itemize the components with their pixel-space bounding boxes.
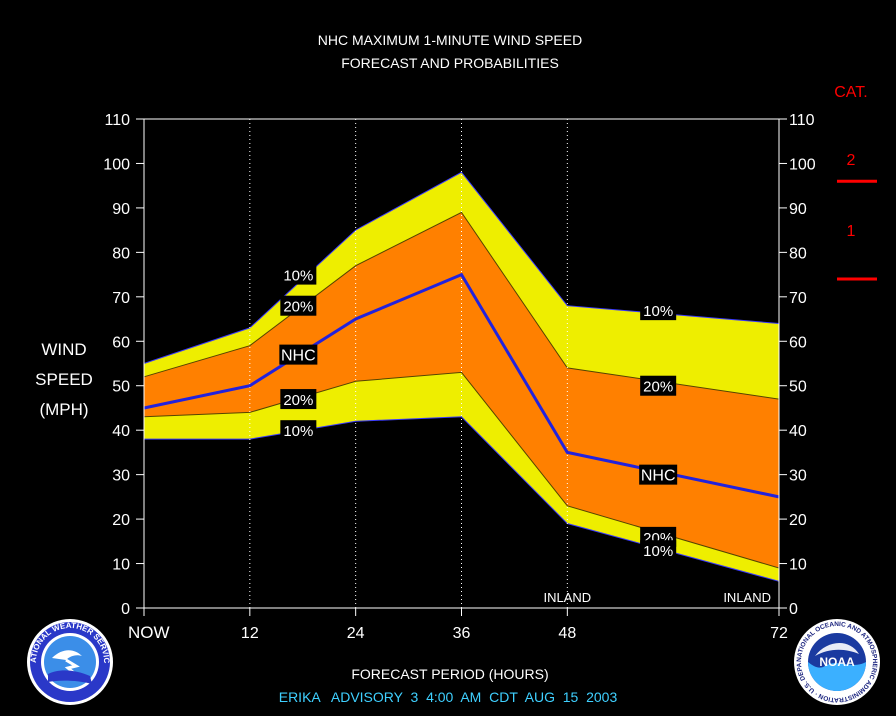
ytick-label-right-0: 0 <box>789 601 798 618</box>
series-label-box-1 <box>280 295 317 316</box>
ytick-label-left-70: 70 <box>112 290 130 307</box>
ytick-label-right-50: 50 <box>789 379 807 396</box>
series-label-box-6 <box>640 375 677 396</box>
series-label-box-9 <box>640 540 677 561</box>
series-label-box-5 <box>640 300 677 321</box>
xtick-label-24: 24 <box>347 625 365 642</box>
series-label-7: NHC <box>641 468 676 485</box>
ytick-label-left-50: 50 <box>112 379 130 396</box>
series-nhc-line <box>143 272 780 499</box>
series-10pct-upper-edge <box>143 171 780 364</box>
series-10pct-lower-edge <box>144 416 780 582</box>
band-20pct-inner <box>144 212 779 568</box>
chart-title-line2: FORECAST AND PROBABILITIES <box>341 55 559 71</box>
series-20pct-lower-edge <box>143 371 780 569</box>
y-axis-label-line3: (MPH) <box>39 400 88 419</box>
y-axis-label-line1: WIND <box>41 340 86 359</box>
ytick-label-right-60: 60 <box>789 334 807 351</box>
ytick-label-left-40: 40 <box>112 423 130 440</box>
ytick-label-left-60: 60 <box>112 334 130 351</box>
probability-bands <box>143 171 780 582</box>
series-label-9: 10% <box>643 543 673 560</box>
chart-title-line1: NHC MAXIMUM 1-MINUTE WIND SPEED <box>318 32 582 48</box>
series-20pct-upper-edge <box>143 211 780 400</box>
category-label-1: 1 <box>847 223 856 240</box>
advisory-line: ERIKA ADVISORY 3 4:00 AM CDT AUG 15 2003 <box>279 689 618 705</box>
category-title: CAT. <box>834 84 867 101</box>
ytick-label-right-100: 100 <box>789 156 816 173</box>
ytick-label-left-100: 100 <box>103 156 130 173</box>
series-label-6: 20% <box>643 379 673 396</box>
ytick-label-left-10: 10 <box>112 557 130 574</box>
series-label-box-3 <box>280 389 317 410</box>
nhc-forecast-line <box>143 272 780 499</box>
category-scale: 21 <box>837 152 877 281</box>
inland-annotations: INLAND INLAND <box>543 590 771 605</box>
noaa-logo: NATIONAL OCEANIC AND ATMOSPHERIC ADMINIS… <box>794 619 880 705</box>
series-label-box-2 <box>279 344 318 365</box>
series-label-box-4 <box>280 420 317 441</box>
annotation-inland-1: INLAND <box>723 590 771 605</box>
series-label-1: 20% <box>283 299 313 316</box>
nws-logo: NATIONAL WEATHER SERVICE <box>27 619 113 705</box>
xtick-label-36: 36 <box>453 625 471 642</box>
ytick-label-right-30: 30 <box>789 468 807 485</box>
ytick-label-right-80: 80 <box>789 245 807 262</box>
series-label-box-7 <box>639 464 678 485</box>
xtick-label-NOW: NOW <box>128 623 170 642</box>
series-label-5: 10% <box>643 303 673 320</box>
series-label-0: 10% <box>283 268 313 285</box>
ytick-label-right-20: 20 <box>789 512 807 529</box>
ytick-label-left-80: 80 <box>112 245 130 262</box>
series-label-3: 20% <box>283 392 313 409</box>
ytick-label-right-110: 110 <box>789 112 815 129</box>
xtick-label-12: 12 <box>241 625 259 642</box>
annotation-inland-0: INLAND <box>543 590 591 605</box>
x-axis-label: FORECAST PERIOD (HOURS) <box>351 666 548 682</box>
ytick-label-left-20: 20 <box>112 512 130 529</box>
series-label-4: 10% <box>283 423 313 440</box>
ytick-label-left-30: 30 <box>112 468 130 485</box>
ytick-label-right-70: 70 <box>789 290 807 307</box>
ytick-label-right-40: 40 <box>789 423 807 440</box>
series-label-2: NHC <box>281 348 316 365</box>
category-label-2: 2 <box>847 152 856 169</box>
xtick-label-72: 72 <box>770 625 788 642</box>
xtick-label-48: 48 <box>558 625 576 642</box>
ytick-label-left-110: 110 <box>104 112 130 129</box>
vertical-gridlines <box>249 119 568 608</box>
axis-ticks: 0 0 10 10 20 20 30 30 40 40 50 50 60 60 70 70 80 80 90 90 10… <box>103 112 816 642</box>
series-label-box-0 <box>280 264 317 285</box>
ytick-label-right-10: 10 <box>789 557 807 574</box>
y-axis-label-line2: SPEED <box>35 370 93 389</box>
ytick-label-left-90: 90 <box>112 201 130 218</box>
ytick-label-left-0: 0 <box>121 601 130 618</box>
ytick-label-right-90: 90 <box>789 201 807 218</box>
noaa-logo-text: NOAA <box>819 655 855 669</box>
